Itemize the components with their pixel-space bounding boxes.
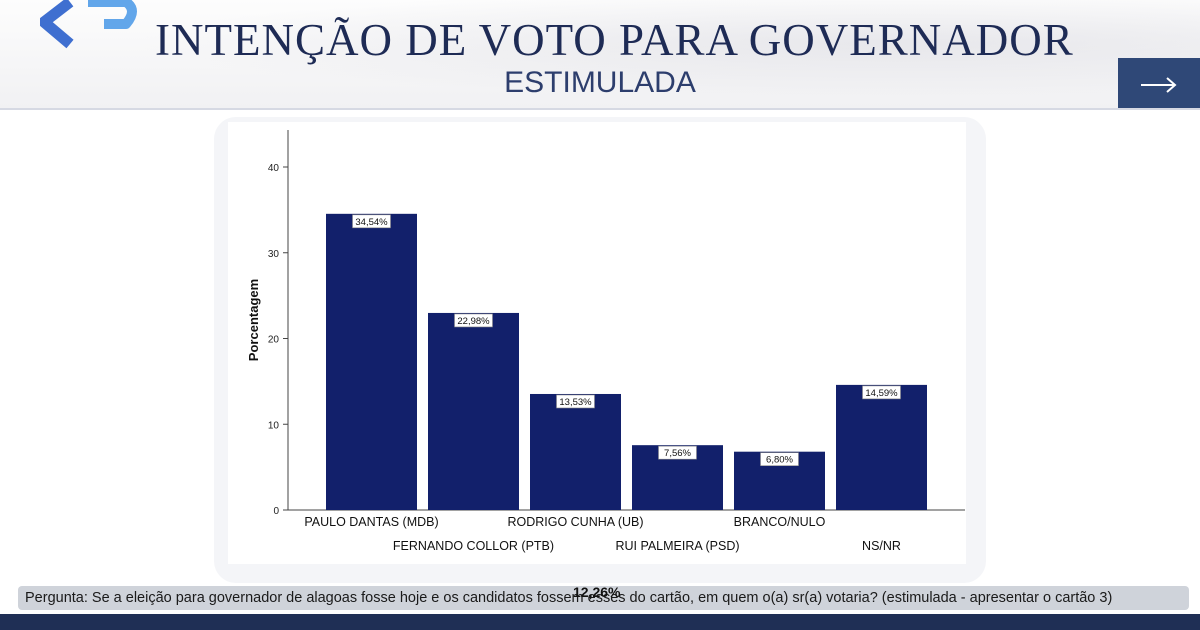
bar <box>836 384 927 510</box>
data-label-box <box>556 394 595 409</box>
data-label: 13,53% <box>559 397 592 408</box>
data-label: 34,54% <box>355 217 388 228</box>
data-label-box <box>862 385 901 400</box>
next-button[interactable] <box>1118 58 1200 108</box>
bar <box>326 213 417 510</box>
bar <box>530 393 621 510</box>
data-label-box <box>352 214 391 229</box>
data-label-box <box>658 445 697 460</box>
x-category-label: BRANCO/NULO <box>734 515 826 529</box>
page-subtitle: ESTIMULADA <box>504 66 696 99</box>
data-label: 22,98% <box>457 316 490 327</box>
question-text: Pergunta: Se a eleição para governador d… <box>18 586 1189 610</box>
data-label: 6,80% <box>766 455 793 466</box>
bar <box>428 312 519 510</box>
x-category-label: RUI PALMEIRA (PSD) <box>615 539 739 553</box>
y-tick-label: 10 <box>268 420 280 431</box>
arrow-right-icon <box>1141 76 1177 93</box>
x-category-label: FERNANDO COLLOR (PTB) <box>393 539 554 553</box>
data-label: 7,56% <box>664 448 691 459</box>
bar-chart: 0 10 20 30 40 Porcentagem 34,54% PAULO DANTAS (… <box>246 130 965 553</box>
data-label-box <box>454 313 493 328</box>
data-label: 14,59% <box>865 388 898 399</box>
x-category-label: NS/NR <box>862 539 901 553</box>
header: INTENÇÃO DE VOTO PARA GOVERNADOR ESTIMUL… <box>0 0 1200 110</box>
y-axis-title: Porcentagem <box>246 279 261 361</box>
y-tick-label: 40 <box>268 163 280 174</box>
page-title: INTENÇÃO DE VOTO PARA GOVERNADOR <box>155 15 1074 65</box>
y-tick-label: 30 <box>268 249 280 260</box>
x-category-label: PAULO DANTAS (MDB) <box>304 515 438 529</box>
x-category-label: RODRIGO CUNHA (UB) <box>507 515 643 529</box>
y-tick-label: 0 <box>273 506 279 517</box>
chevron-logo-icon <box>40 0 137 49</box>
data-label-box <box>760 452 799 466</box>
footer-bar <box>0 614 1200 630</box>
overlay-percentage: 12,26% <box>573 584 621 600</box>
y-tick-label: 20 <box>268 335 280 346</box>
